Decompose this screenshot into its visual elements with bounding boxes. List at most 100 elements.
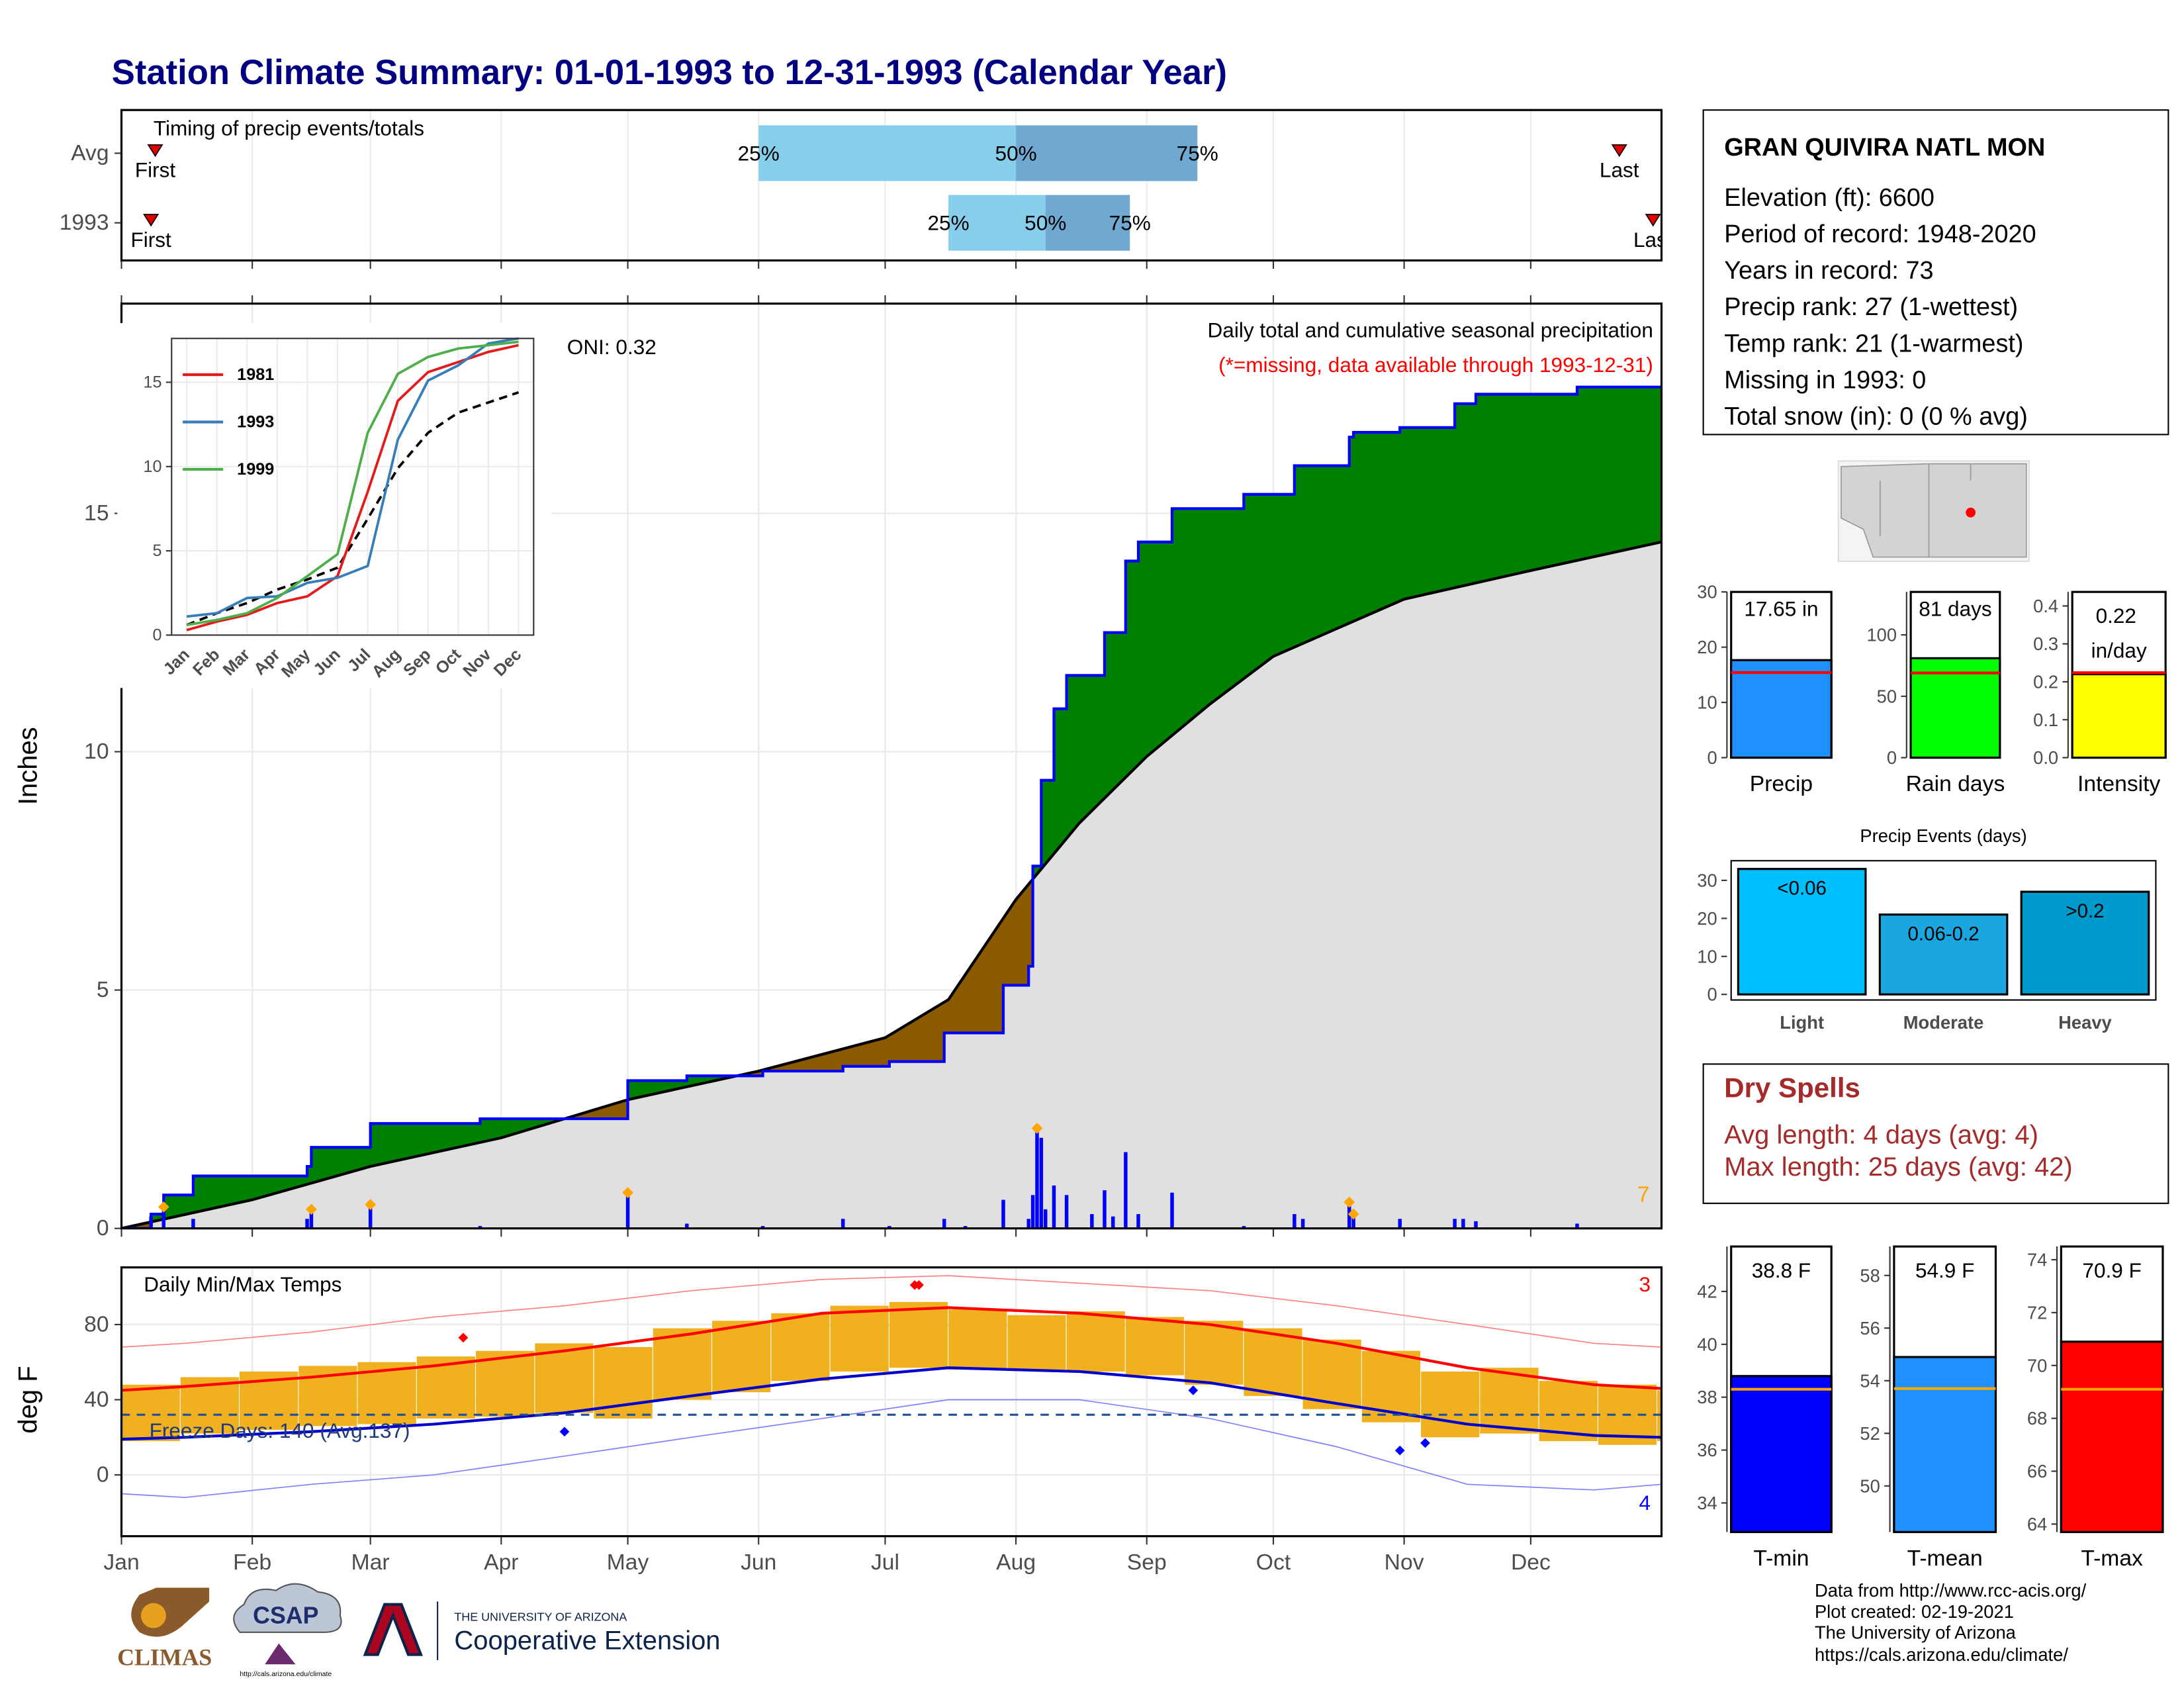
x-label: T-mean xyxy=(1907,1546,1983,1571)
y-tick-label: 0 xyxy=(1707,984,1717,1005)
panel-border xyxy=(120,303,1663,1230)
bar xyxy=(1730,1375,1833,1533)
y-tick-label: 0.0 xyxy=(2033,747,2058,768)
temp-range-bar xyxy=(1125,1317,1185,1376)
value-label: 38.8 F xyxy=(1752,1258,1811,1282)
daily-bar xyxy=(1090,1214,1094,1229)
daily-bar xyxy=(1030,1195,1035,1229)
temp-range-bar xyxy=(1244,1328,1302,1396)
temp-range-bar xyxy=(1421,1371,1480,1438)
panel-title: Timing of precip events/totals xyxy=(154,117,424,140)
y-tick-label: 5 xyxy=(153,541,162,560)
y-tick-label: 15 xyxy=(143,373,161,391)
y-tick-label: 38 xyxy=(1697,1387,1717,1407)
event-label: Last xyxy=(1600,158,1639,182)
temp-range-bar xyxy=(830,1305,889,1372)
daily-bar xyxy=(1170,1192,1174,1229)
x-tick-label: Heavy xyxy=(2058,1012,2112,1033)
x-tick-label: Moderate xyxy=(1903,1012,1984,1033)
climas-sun xyxy=(140,1603,166,1628)
y-tick-label: 15 xyxy=(84,501,109,526)
y-tick-label: 100 xyxy=(1866,625,1897,645)
x-tick-label: Mar xyxy=(351,1550,390,1575)
event-label: First xyxy=(135,158,176,182)
y-tick-label: 64 xyxy=(2027,1514,2047,1534)
ua-text: THE UNIVERSITY OF ARIZONA xyxy=(454,1611,627,1624)
record-marker xyxy=(306,1203,317,1215)
temp-range-bar xyxy=(535,1343,594,1413)
daily-bar xyxy=(841,1219,845,1229)
y-tick-label: 0.4 xyxy=(2033,596,2058,616)
daily-bar xyxy=(191,1219,195,1229)
bar xyxy=(1893,1356,1997,1533)
bar-label: 0.06-0.2 xyxy=(1908,923,1979,945)
y-tick-label: 54 xyxy=(1860,1370,1880,1391)
y-tick-label: 80 xyxy=(84,1312,109,1336)
daily-bar xyxy=(368,1204,373,1229)
map-borders xyxy=(1880,463,1972,557)
bar xyxy=(2071,673,2167,759)
y-tick-label: 10 xyxy=(143,457,161,476)
temp-range-bar xyxy=(771,1313,830,1382)
ua-logo: THE UNIVERSITY OF ARIZONA Cooperative Ex… xyxy=(363,1601,721,1660)
panel-title: Daily Min/Max Temps xyxy=(144,1272,341,1296)
y-tick-label: 58 xyxy=(1860,1265,1880,1286)
normal-max-line xyxy=(121,1306,1662,1392)
x-label: T-min xyxy=(1753,1546,1809,1571)
oni-annotation: ONI: 0.32 xyxy=(567,335,657,359)
normal-line xyxy=(121,540,1662,1229)
y-tick-label: 20 xyxy=(1697,637,1717,657)
daily-bar xyxy=(1064,1195,1069,1229)
csap-mountain xyxy=(265,1643,296,1665)
temp-range-bar xyxy=(1302,1339,1361,1409)
climas-text: CLIMAS xyxy=(117,1644,212,1671)
y-tick-label: 72 xyxy=(2027,1302,2047,1323)
x-label: T-max xyxy=(2081,1546,2143,1571)
y-tick-label: 52 xyxy=(1860,1423,1880,1444)
record-low-count: 4 xyxy=(1639,1491,1651,1515)
temp-range-bar xyxy=(1480,1368,1539,1434)
value-label: 70.9 F xyxy=(2082,1258,2141,1282)
normal-line xyxy=(186,391,520,626)
daily-bar xyxy=(1351,1214,1355,1229)
y-tick-label: 20 xyxy=(1697,908,1717,929)
y-tick-label: 0.2 xyxy=(2033,671,2058,692)
temp-range-bar xyxy=(1007,1315,1066,1370)
event-marker xyxy=(147,144,163,158)
percentile-bar xyxy=(948,195,1046,251)
info-line: Elevation (ft): 6600 xyxy=(1724,184,1934,212)
csap-text: CSAP xyxy=(253,1603,318,1629)
temp-range-bar xyxy=(1185,1321,1244,1385)
temp-range-bar xyxy=(1066,1311,1125,1372)
series-line xyxy=(186,337,519,618)
daily-bar xyxy=(309,1209,314,1229)
x-tick-label: Aug xyxy=(996,1550,1036,1575)
percentile-label: 25% xyxy=(738,141,780,165)
dry-spells-line: Avg length: 4 days (avg: 4) xyxy=(1724,1121,2038,1150)
bar xyxy=(1878,914,2009,996)
freeze-annotation: Freeze Days: 140 (Avg.137) xyxy=(150,1419,410,1442)
x-tick-label: Jul xyxy=(871,1550,899,1575)
ua-a xyxy=(363,1603,423,1656)
daily-bar xyxy=(1136,1214,1140,1229)
page-title: Station Climate Summary: 01-01-1993 to 1… xyxy=(112,53,1227,92)
y-tick-label: 56 xyxy=(1860,1318,1880,1338)
panel-border xyxy=(120,109,1663,262)
x-tick-label: Apr xyxy=(484,1550,518,1575)
panel-border xyxy=(120,1266,1663,1538)
y-tick-label: 36 xyxy=(1697,1440,1717,1460)
y-tick-label: 42 xyxy=(1697,1281,1717,1301)
y-tick-label: 30 xyxy=(1697,870,1717,890)
chart-title: Precip Events (days) xyxy=(1860,825,2026,846)
temp-range-bar xyxy=(121,1384,180,1441)
percentile-bar xyxy=(1016,125,1198,181)
daily-bar xyxy=(1398,1219,1402,1229)
y-tick-label: 66 xyxy=(2027,1461,2047,1481)
footer-line: https://cals.arizona.edu/climate/ xyxy=(1815,1644,2068,1665)
daily-bar xyxy=(625,1192,630,1229)
y-tick-label: 1993 xyxy=(60,211,109,235)
daily-bar xyxy=(1035,1128,1039,1229)
temp-plot xyxy=(121,1267,1662,1536)
y-tick-label: 34 xyxy=(1697,1493,1717,1513)
